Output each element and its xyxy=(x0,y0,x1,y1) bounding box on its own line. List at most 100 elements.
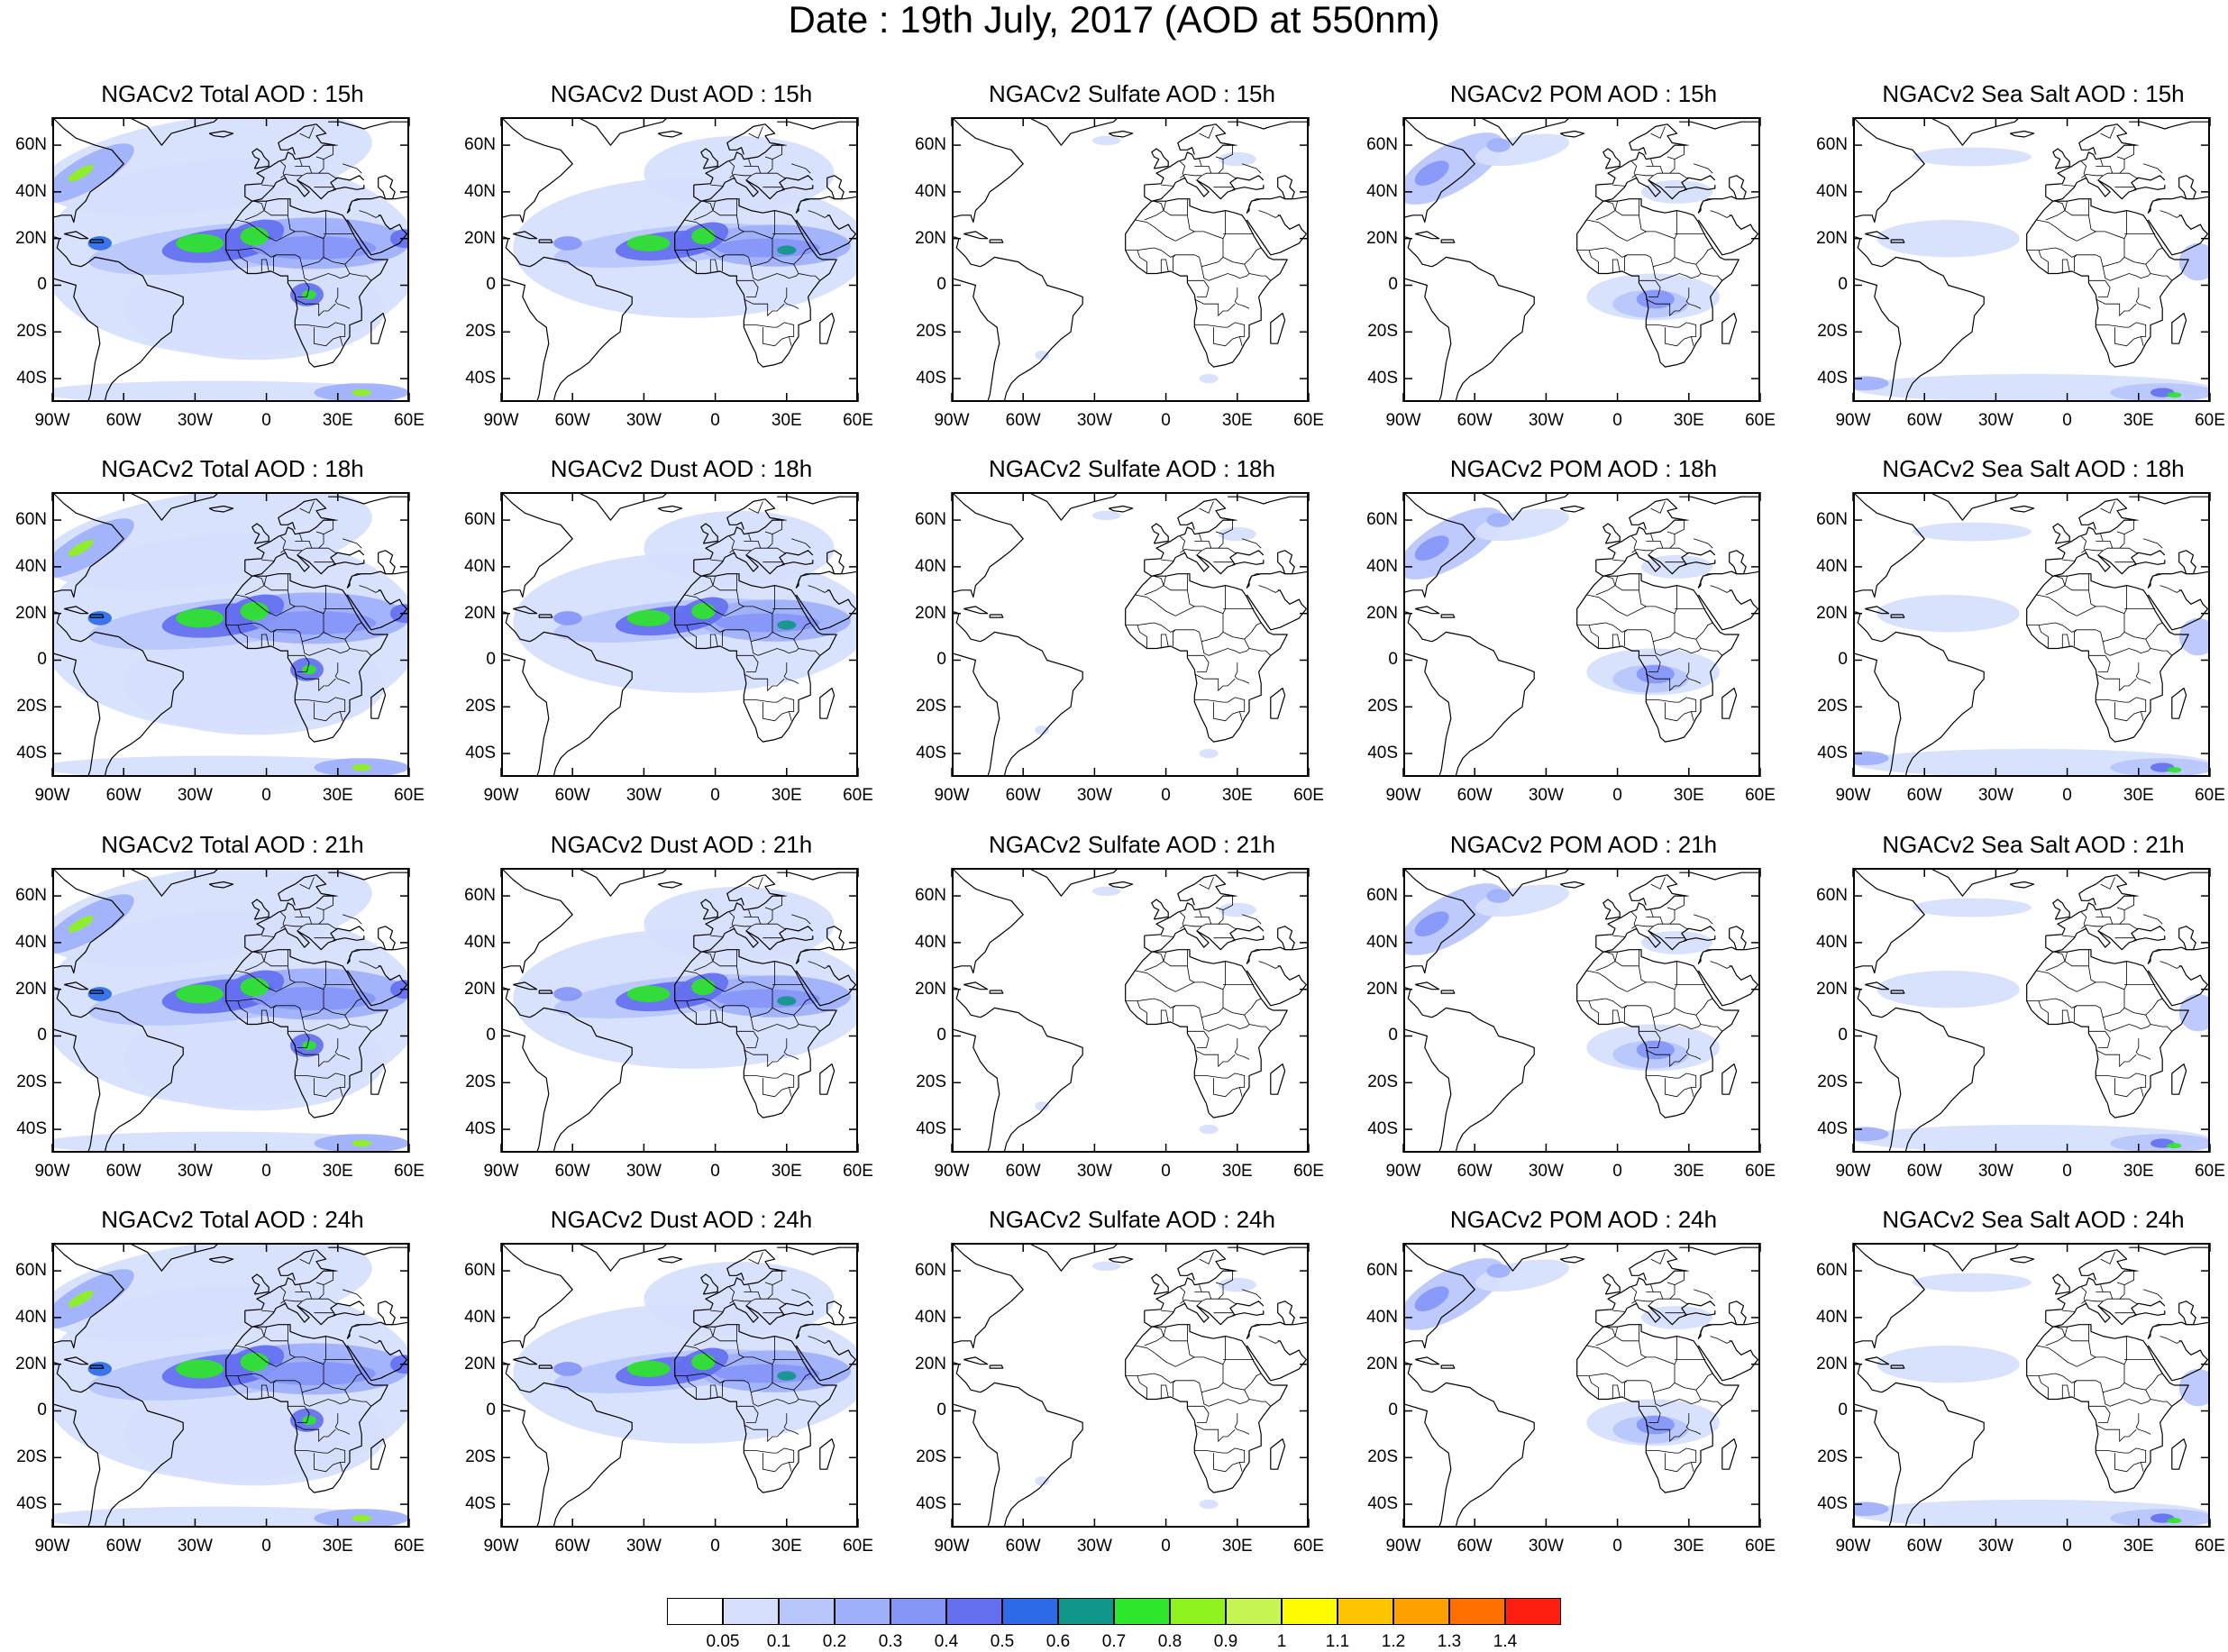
border-line xyxy=(344,639,372,656)
aod-patch xyxy=(644,510,835,586)
border-line xyxy=(1187,279,1210,297)
lon-label: 60E xyxy=(2195,1537,2225,1556)
coastline xyxy=(89,614,105,618)
panel-title: NGACv2 POM AOD : 18h xyxy=(1449,455,1718,482)
coastline xyxy=(1030,494,1118,521)
border-line xyxy=(260,259,269,274)
lon-label: 60W xyxy=(1906,1162,1942,1181)
border-line xyxy=(280,925,303,929)
aod-patch xyxy=(1876,220,2020,258)
lat-label: 40N xyxy=(15,181,47,201)
coastline xyxy=(503,256,633,400)
border-line xyxy=(1703,573,1722,577)
lon-label: 60W xyxy=(1906,411,1942,430)
border-line xyxy=(1646,1284,1654,1292)
border-line xyxy=(1653,917,1664,925)
aod-map xyxy=(503,494,856,775)
coastline xyxy=(1697,1340,1758,1382)
aod-patch xyxy=(87,236,112,251)
border-line xyxy=(748,877,763,890)
border-line xyxy=(1180,1300,1202,1304)
lon-label: 30W xyxy=(1977,1537,2013,1556)
coastline xyxy=(513,606,538,615)
aod-patch xyxy=(1199,748,1219,759)
border-line xyxy=(1612,634,1621,649)
lat-label: 40S xyxy=(916,1119,946,1139)
aod-patch xyxy=(251,1362,376,1385)
lat-label: 20N xyxy=(1366,979,1398,999)
border-line xyxy=(1685,288,1702,309)
aod-patch xyxy=(54,119,372,216)
border-line xyxy=(674,219,773,268)
border-line xyxy=(808,585,830,593)
aod-patch xyxy=(777,620,797,630)
border-line xyxy=(2135,662,2151,684)
lon-label: 90W xyxy=(934,1537,970,1556)
border-line xyxy=(2038,1375,2049,1400)
coastline xyxy=(1144,175,1265,202)
coastlines xyxy=(1855,119,2208,400)
lat-label: 60N xyxy=(1366,1261,1398,1281)
border-line xyxy=(1186,573,1195,607)
lon-label: 30W xyxy=(177,1162,213,1181)
border-line xyxy=(800,573,820,577)
coastline xyxy=(1228,1246,1307,1255)
border-line xyxy=(2096,697,2147,712)
aod-patch xyxy=(54,380,397,400)
border-line xyxy=(710,184,723,187)
aod-patch xyxy=(1218,151,1256,167)
coastline xyxy=(503,1007,633,1151)
coastline xyxy=(1865,981,1890,990)
border-line xyxy=(1194,1447,1246,1463)
lon-label: 30E xyxy=(2123,411,2154,430)
border-line xyxy=(1160,259,1169,274)
aod-patch xyxy=(626,234,671,251)
lon-label: 0 xyxy=(710,411,720,430)
border-line xyxy=(1638,949,1647,983)
border-line xyxy=(709,634,718,649)
border-line xyxy=(1201,1017,1250,1032)
coastline xyxy=(1679,1246,1758,1255)
border-line xyxy=(1646,673,1687,692)
lat-label: 20N xyxy=(915,979,946,999)
border-line xyxy=(1612,1310,1625,1312)
map-panel-sulfate-18h: NGACv2 Sulfate AOD : 18h 60N 40N 20N 0 20S 40S… xyxy=(915,455,1324,805)
aod-map xyxy=(1405,119,1758,400)
border-line xyxy=(1685,1038,1702,1060)
coastline xyxy=(954,631,1083,775)
border-line xyxy=(313,1078,343,1098)
aod-patch xyxy=(1035,351,1050,361)
border-line xyxy=(263,952,288,967)
border-line xyxy=(297,907,324,932)
coastline xyxy=(503,631,633,775)
lon-label: 90W xyxy=(483,786,519,805)
coastline xyxy=(1277,550,1295,575)
border-line xyxy=(1631,549,1654,553)
coastline xyxy=(954,1007,1083,1151)
lat-label: 20S xyxy=(1817,1447,1848,1467)
border-line xyxy=(1196,156,1224,181)
coastline xyxy=(2045,123,2137,186)
border-line xyxy=(762,1078,792,1098)
border-line xyxy=(1631,911,1638,929)
coastline xyxy=(1679,872,1758,881)
lon-label: 60E xyxy=(394,411,425,430)
border-line xyxy=(2103,1291,2114,1300)
map-frame xyxy=(501,1243,858,1528)
aod-patch xyxy=(54,1245,372,1342)
coastline xyxy=(538,1364,553,1369)
border-line xyxy=(1650,126,1666,139)
coastline xyxy=(1228,121,1307,130)
lon-label: 30E xyxy=(2123,1537,2154,1556)
coastline xyxy=(1576,949,1739,1118)
coastline xyxy=(1855,119,1925,268)
borders xyxy=(225,877,381,1098)
border-line xyxy=(2152,573,2172,577)
lon-label: 30E xyxy=(1673,1162,1704,1181)
border-line xyxy=(359,961,381,969)
aod-patch xyxy=(389,229,407,249)
border-line xyxy=(342,163,362,174)
map-panel-dust-24h: NGACv2 Dust AOD : 24h 60N 40N 20N 0 20S 40S 90W… xyxy=(464,1206,873,1556)
coastline xyxy=(328,1246,407,1255)
lat-label: 0 xyxy=(936,1026,946,1045)
